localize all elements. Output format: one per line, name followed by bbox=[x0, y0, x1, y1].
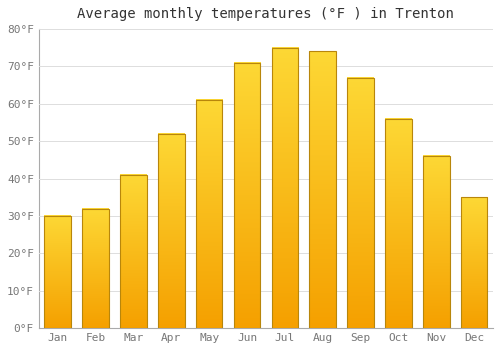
Bar bbox=[461, 197, 487, 328]
Bar bbox=[461, 197, 487, 328]
Bar bbox=[82, 209, 109, 328]
Bar bbox=[196, 100, 222, 328]
Bar bbox=[196, 100, 222, 328]
Bar bbox=[348, 78, 374, 328]
Bar bbox=[158, 134, 184, 328]
Bar bbox=[385, 119, 411, 328]
Bar bbox=[310, 51, 336, 328]
Bar bbox=[310, 51, 336, 328]
Bar bbox=[234, 63, 260, 328]
Bar bbox=[423, 156, 450, 328]
Bar bbox=[158, 134, 184, 328]
Bar bbox=[423, 156, 450, 328]
Title: Average monthly temperatures (°F ) in Trenton: Average monthly temperatures (°F ) in Tr… bbox=[78, 7, 454, 21]
Bar bbox=[44, 216, 71, 328]
Bar bbox=[234, 63, 260, 328]
Bar bbox=[272, 48, 298, 328]
Bar bbox=[272, 48, 298, 328]
Bar bbox=[44, 216, 71, 328]
Bar bbox=[120, 175, 146, 328]
Bar bbox=[82, 209, 109, 328]
Bar bbox=[348, 78, 374, 328]
Bar bbox=[120, 175, 146, 328]
Bar bbox=[385, 119, 411, 328]
